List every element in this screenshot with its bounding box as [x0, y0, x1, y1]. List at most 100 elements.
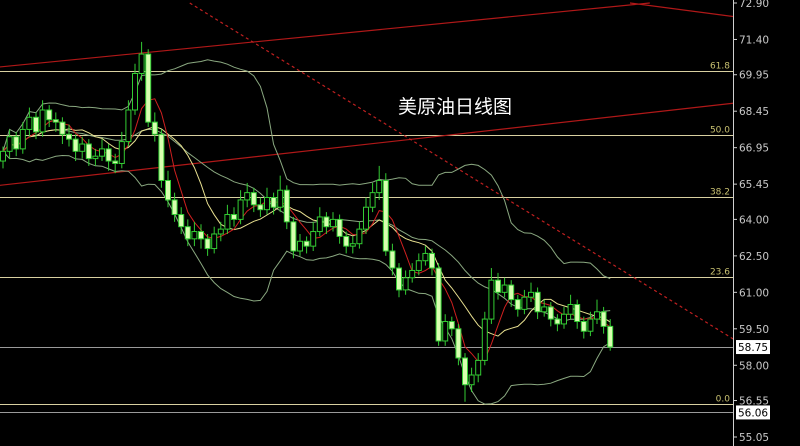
candle — [171, 192, 178, 222]
candle-body — [297, 240, 303, 252]
candle-body — [336, 218, 343, 237]
candle — [250, 187, 257, 213]
candle — [528, 282, 534, 303]
candle-body — [574, 303, 581, 323]
candle — [481, 311, 488, 366]
candle-body — [211, 233, 218, 250]
candle-body — [349, 243, 356, 247]
candle — [508, 280, 515, 307]
candle-body — [534, 291, 541, 313]
candle — [99, 139, 105, 162]
candle-body — [363, 206, 369, 230]
candle-body — [468, 374, 475, 386]
candle — [574, 299, 581, 329]
candle — [363, 197, 369, 234]
candle — [33, 112, 39, 140]
candle-body — [561, 313, 567, 325]
trend-line — [189, 2, 733, 340]
candle — [600, 306, 607, 334]
candle — [462, 353, 468, 402]
candle-body — [99, 148, 105, 157]
candle — [369, 182, 376, 213]
candle — [217, 221, 224, 242]
candle — [191, 221, 198, 247]
candle — [92, 148, 99, 166]
candle — [290, 216, 297, 259]
candle — [501, 277, 508, 298]
fib-label: 61.8 — [710, 62, 730, 72]
candle — [198, 224, 204, 249]
candle — [184, 219, 191, 247]
candle-body — [475, 359, 482, 376]
candle — [521, 289, 528, 315]
candle — [415, 253, 422, 276]
candle-body — [343, 235, 350, 247]
candle-body — [521, 296, 528, 310]
candle — [145, 49, 152, 127]
candle-body — [448, 321, 455, 330]
candle-body — [158, 133, 165, 181]
candle-body — [46, 109, 53, 121]
candle — [402, 270, 409, 295]
candle-body — [264, 197, 270, 211]
candle-body — [323, 216, 330, 228]
candle-body — [382, 179, 389, 252]
axis-tick-label: 58.00 — [739, 360, 769, 372]
candle — [39, 100, 46, 137]
candle — [138, 41, 145, 81]
candle — [52, 112, 59, 132]
candle — [567, 294, 574, 320]
candle-body — [6, 136, 13, 152]
candle-body — [508, 284, 515, 301]
candle-body — [59, 121, 66, 135]
candle — [283, 185, 290, 230]
candle-body — [224, 214, 231, 230]
candle-body — [132, 73, 138, 111]
candle — [534, 287, 541, 320]
candle — [561, 306, 567, 329]
candle-body — [316, 216, 323, 233]
candle-body — [369, 192, 376, 208]
candle-body — [330, 218, 336, 228]
candle-body — [198, 231, 204, 240]
candle — [72, 134, 79, 162]
candle-body — [435, 267, 442, 342]
axis-tick-label: 72.90 — [739, 0, 769, 10]
candle-body — [594, 311, 600, 320]
candle-body — [303, 240, 310, 247]
candle — [125, 100, 132, 147]
candle-body — [389, 250, 396, 269]
fib-label: 0.0 — [716, 395, 731, 405]
fib-label: 50.0 — [710, 126, 730, 136]
candle-body — [481, 318, 488, 361]
candle — [26, 107, 33, 137]
candle — [587, 311, 594, 337]
candle-body — [277, 189, 284, 208]
candle-body — [567, 303, 574, 315]
candle-body — [72, 138, 79, 152]
candle — [59, 117, 66, 145]
candle — [376, 165, 383, 200]
candle — [231, 207, 237, 227]
trend-line — [0, 2, 650, 68]
candle — [554, 314, 561, 332]
candle — [541, 299, 548, 317]
candle-body — [376, 179, 383, 194]
candle-body — [39, 109, 46, 133]
candle-body — [85, 143, 92, 160]
plot-area — [0, 2, 733, 413]
candle-body — [250, 192, 257, 206]
candle-body — [415, 260, 422, 271]
candle-body — [422, 252, 429, 262]
candle-body — [455, 328, 462, 359]
candle-body — [125, 109, 132, 143]
candle — [448, 316, 455, 337]
candle — [303, 236, 310, 254]
candle — [297, 233, 303, 256]
candle-body — [495, 279, 501, 293]
axis-tick-label: 64.00 — [739, 214, 769, 226]
axis-tick-label: 61.00 — [739, 287, 769, 299]
candle — [323, 212, 330, 234]
candle — [475, 353, 482, 383]
axis-tick-label: 69.95 — [739, 70, 769, 82]
